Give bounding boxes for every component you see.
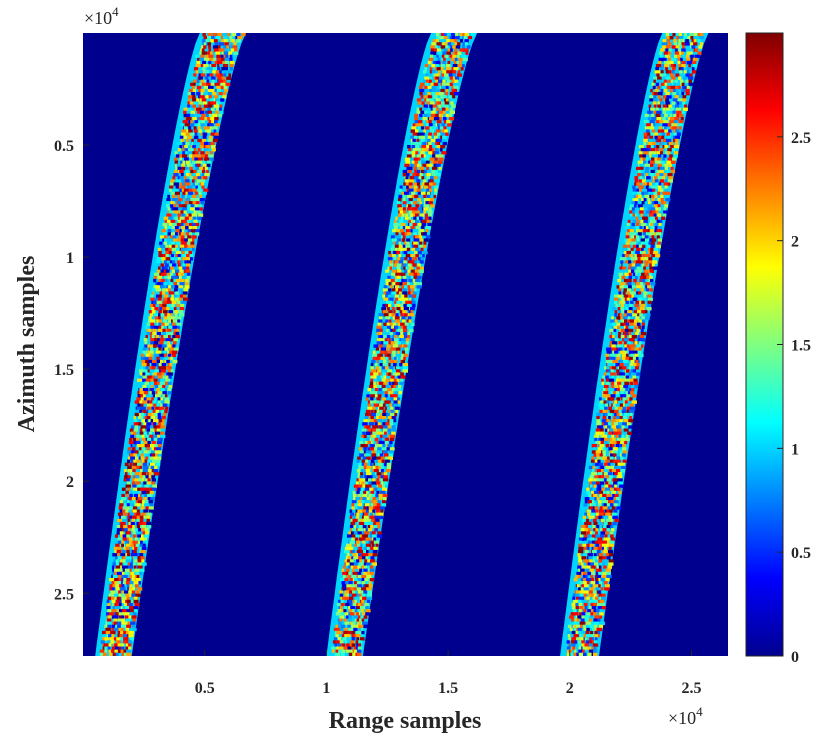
x-tick-label: 2.5 (681, 680, 701, 697)
colorbar-gradient (745, 32, 784, 657)
stripe-texture (566, 33, 705, 656)
y-tick-label: 1.5 (54, 362, 74, 379)
x-tick-label: 1.5 (438, 680, 458, 697)
colorbar-ticks: 0 0.5 1 1.5 2 2.5 (777, 130, 811, 666)
y-tick-label: 2 (66, 474, 74, 491)
x-tick-label: 1 (322, 680, 330, 697)
x-tick-label: 0.5 (195, 680, 215, 697)
colorbar-tick-label: 1.5 (791, 338, 811, 355)
colorbar-tick-label: 2 (791, 234, 799, 251)
stripe-texture (99, 33, 246, 656)
colorbar-tick-label: 2.5 (791, 130, 811, 147)
plot-area (83, 33, 728, 656)
y-axis: 0.5 1 1.5 2 2.5 (54, 138, 89, 603)
colorbar: 0 0.5 1 1.5 2 2.5 (745, 32, 811, 666)
colorbar-tick-label: 0 (791, 649, 799, 666)
colorbar-tick-label: 1 (791, 441, 799, 458)
y-multiplier-label: ×104 (84, 4, 119, 28)
stripe (95, 33, 247, 656)
stripes-layer (95, 33, 709, 656)
x-tick-label: 2 (566, 680, 574, 697)
stripe (560, 33, 709, 656)
stripe-texture (330, 33, 475, 656)
x-axis: 0.5 1 1.5 2 2.5 (195, 650, 701, 697)
x-multiplier-label: ×104 (668, 704, 703, 728)
y-tick-label: 1 (66, 250, 74, 267)
y-tick-label: 0.5 (54, 138, 74, 155)
x-axis-label: Range samples (329, 708, 482, 734)
stripe (326, 33, 478, 656)
colorbar-tick-label: 0.5 (791, 545, 811, 562)
y-axis-label: Azimuth samples (14, 256, 40, 433)
y-tick-label: 2.5 (54, 586, 74, 603)
